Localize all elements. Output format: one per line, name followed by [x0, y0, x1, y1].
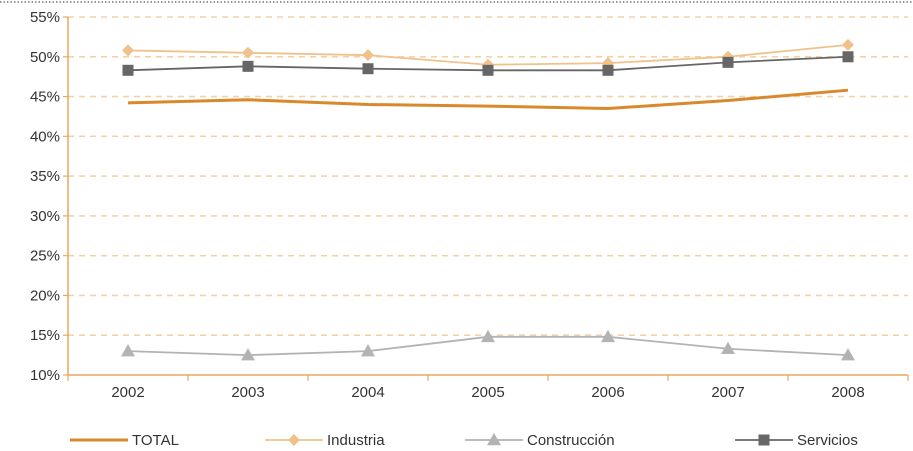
data-point [481, 329, 495, 343]
data-point [842, 51, 854, 63]
legend-marker [288, 434, 300, 446]
data-point [841, 348, 855, 361]
y-tick-label: 25% [30, 248, 60, 265]
y-tick-label: 20% [30, 287, 60, 304]
data-point [241, 348, 255, 361]
y-tick-label: 30% [30, 208, 60, 225]
y-tick-label: 50% [30, 49, 60, 66]
data-point [602, 64, 614, 76]
data-point [482, 64, 494, 76]
y-tick-label: 10% [30, 367, 60, 384]
x-tick-label: 2006 [591, 384, 624, 401]
legend-label: Servicios [797, 432, 858, 449]
data-point [842, 38, 854, 51]
data-point [242, 60, 254, 72]
y-tick-label: 55% [30, 9, 60, 26]
y-tick-label: 45% [30, 89, 60, 106]
x-tick-label: 2002 [111, 384, 144, 401]
legend-label: Construcción [527, 432, 615, 449]
y-tick-label: 40% [30, 128, 60, 145]
data-point [121, 344, 135, 357]
y-tick-label: 35% [30, 168, 60, 185]
data-point [362, 49, 374, 62]
series-line-0 [127, 88, 849, 110]
data-point [722, 56, 734, 68]
data-point [362, 63, 374, 75]
data-point [361, 344, 375, 357]
x-tick-label: 2003 [231, 384, 264, 401]
data-point [242, 46, 254, 59]
x-tick-label: 2007 [711, 384, 744, 401]
data-point [122, 44, 134, 57]
legend-label: TOTAL [132, 432, 179, 449]
legend-marker [487, 433, 501, 446]
x-tick-label: 2008 [831, 384, 864, 401]
y-tick-label: 15% [30, 327, 60, 344]
data-point [122, 64, 134, 76]
data-point [601, 329, 615, 343]
legend-label: Industria [327, 432, 385, 449]
data-point [721, 341, 735, 354]
x-tick-label: 2005 [471, 384, 504, 401]
legend-marker [758, 434, 770, 446]
x-tick-label: 2004 [351, 384, 384, 401]
